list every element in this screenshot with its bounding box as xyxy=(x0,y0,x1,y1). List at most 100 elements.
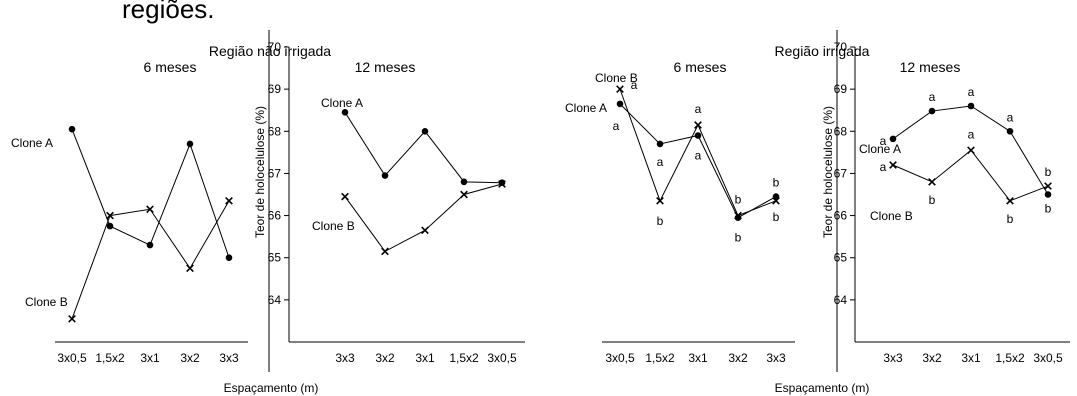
significance-letter: a xyxy=(695,149,702,163)
x-tick-label: 3x0,5 xyxy=(1033,351,1063,365)
panel-title-nonirrigated-12m: 12 meses xyxy=(355,59,416,75)
data-point-circle xyxy=(889,135,897,143)
x-tick-label: 3x1 xyxy=(961,351,981,365)
y-tick-label: 68 xyxy=(268,124,282,138)
data-point-x xyxy=(68,314,76,323)
significance-letter: a xyxy=(880,134,887,148)
series-label-clone-a: Clone A xyxy=(859,142,901,156)
data-point-x xyxy=(734,211,742,220)
data-point-circle xyxy=(341,109,349,116)
data-point-x xyxy=(460,190,468,199)
data-point-circle xyxy=(146,241,154,249)
x-tick-label: 3x1 xyxy=(688,351,708,365)
data-point-circle xyxy=(1006,127,1014,135)
x-tick-label: 1,5x2 xyxy=(645,351,675,365)
y-tick-label: 66 xyxy=(268,209,282,223)
ylabel-irrigated: Teor de holocelulose (%) xyxy=(821,106,835,238)
data-point-x xyxy=(889,161,897,169)
significance-letter: b xyxy=(1045,165,1052,179)
x-tick-label: 1,5x2 xyxy=(449,351,479,365)
panel-title-nonirrigated-6m: 6 meses xyxy=(144,59,197,75)
y-tick-label: 65 xyxy=(834,251,848,265)
x-tick-label: 3x3 xyxy=(219,351,239,365)
chart-panel-irrigated-6m: 3x0,5 1,5x2 3x1 3x2 3x3 a a a b b a b a b b xyxy=(605,78,786,365)
data-point-circle xyxy=(186,140,194,148)
data-point-circle xyxy=(381,172,389,179)
significance-letter: b xyxy=(735,231,742,245)
region-title-nonirrigated: Região não irrigada xyxy=(209,43,331,59)
significance-letter: a xyxy=(695,102,702,116)
xlabel-irrigated: Espaçamento (m) xyxy=(775,381,870,395)
x-tick-label: 3x3 xyxy=(766,351,786,365)
series-label-clone-a: Clone A xyxy=(11,136,53,150)
significance-letter: b xyxy=(1007,212,1014,226)
data-point-x xyxy=(498,180,506,188)
significance-letter: b xyxy=(735,193,742,207)
y-tick-label: 67 xyxy=(268,166,282,180)
series-label-clone-b: Clone B xyxy=(870,209,913,223)
panel-title-irrigated-12m: 12 meses xyxy=(900,59,961,75)
y-tick-label: 64 xyxy=(834,293,848,307)
significance-letter: b xyxy=(773,210,780,224)
panel-title-irrigated-6m: 6 meses xyxy=(674,59,727,75)
y-tick-label: 69 xyxy=(268,82,282,96)
data-point-circle xyxy=(1044,191,1052,198)
significance-letter: a xyxy=(631,78,638,92)
data-point-x xyxy=(616,85,624,94)
data-point-circle xyxy=(106,222,114,230)
y-tick-label: 69 xyxy=(834,82,848,96)
significance-letter: b xyxy=(657,214,664,228)
significance-letter: a xyxy=(1007,110,1014,124)
significance-letter: a xyxy=(968,85,975,99)
data-point-circle xyxy=(68,125,76,133)
significance-letter: b xyxy=(929,193,936,207)
x-tick-label: 3x0,5 xyxy=(487,351,517,365)
data-point-x xyxy=(381,247,389,256)
significance-letter: b xyxy=(773,176,780,190)
y-tick-label: 64 xyxy=(268,293,282,307)
xlabel-nonirrigated: Espaçamento (m) xyxy=(224,381,319,395)
significance-letter: a xyxy=(657,155,664,169)
y-tick-label: 65 xyxy=(268,251,282,265)
x-tick-label: 3x2 xyxy=(180,351,200,365)
data-point-x xyxy=(928,177,936,186)
x-tick-label: 3x2 xyxy=(728,351,748,365)
region-title-irrigated: Região irrigada xyxy=(775,43,870,59)
heading-fragment: regiões. xyxy=(122,0,215,24)
data-point-x xyxy=(186,264,194,273)
x-tick-label: 3x2 xyxy=(375,351,395,365)
y-tick-label: 67 xyxy=(834,166,848,180)
series-line xyxy=(71,200,230,319)
data-point-x xyxy=(656,196,664,205)
data-point-circle xyxy=(421,127,429,135)
series-line xyxy=(71,128,230,258)
x-tick-label: 3x3 xyxy=(335,351,355,365)
data-point-x xyxy=(341,192,349,201)
x-tick-label: 3x3 xyxy=(883,351,903,365)
significance-letter: a xyxy=(929,90,936,104)
data-point-circle xyxy=(225,254,233,262)
data-point-circle xyxy=(616,100,624,108)
data-point-circle xyxy=(734,214,742,221)
data-point-x xyxy=(1006,196,1014,205)
data-point-circle xyxy=(928,107,936,115)
ylabel-nonirrigated: Teor de holocelulose (%) xyxy=(253,106,267,238)
data-point-x xyxy=(1044,182,1052,190)
significance-letter: a xyxy=(613,119,620,133)
data-point-x xyxy=(694,121,702,129)
significance-letter: a xyxy=(880,160,887,174)
data-point-x xyxy=(106,211,114,220)
x-tick-label: 3x1 xyxy=(415,351,435,365)
data-point-circle xyxy=(460,178,468,186)
series-label-clone-b: Clone B xyxy=(25,295,68,309)
series-label-clone-b: Clone B xyxy=(595,71,638,85)
chart-panel-nonirrigated-12m: 64 65 66 67 68 69 70 3x3 3x2 3x1 1,5x2 3x0,5 xyxy=(268,40,517,365)
series-line xyxy=(892,149,1049,202)
x-tick-label: 3x0,5 xyxy=(605,351,635,365)
series-line xyxy=(344,112,503,184)
x-tick-label: 3x0,5 xyxy=(57,351,87,365)
x-tick-label: 1,5x2 xyxy=(995,351,1025,365)
y-tick-label: 68 xyxy=(834,124,848,138)
y-tick-label: 66 xyxy=(834,209,848,223)
